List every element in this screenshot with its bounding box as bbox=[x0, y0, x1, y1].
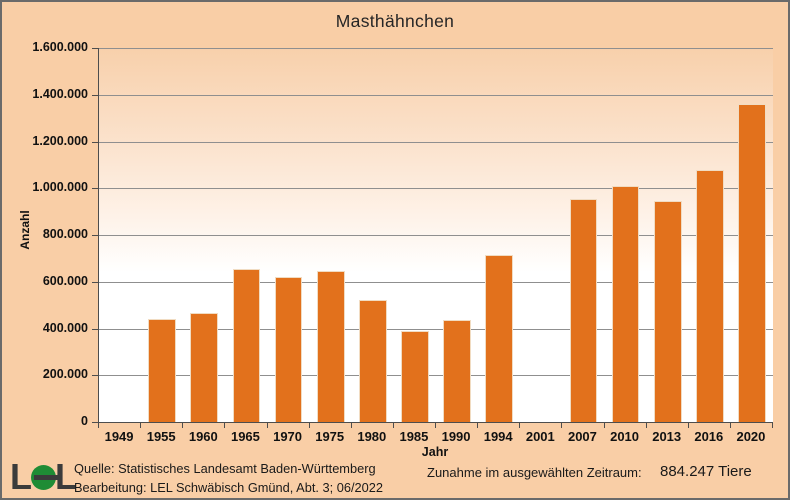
x-tick-mark bbox=[645, 423, 647, 428]
x-tick-label-2016: 2016 bbox=[694, 429, 724, 444]
gridline bbox=[99, 94, 773, 96]
x-tick-label-1980: 1980 bbox=[357, 429, 387, 444]
x-tick-label-1990: 1990 bbox=[441, 429, 471, 444]
source-block: Quelle: Statistisches Landesamt Baden-Wü… bbox=[74, 459, 383, 497]
bar-1960 bbox=[190, 313, 219, 422]
y-tick-mark bbox=[92, 281, 98, 283]
bar-2016 bbox=[695, 169, 724, 422]
x-tick-mark bbox=[266, 423, 268, 428]
x-tick-label-1970: 1970 bbox=[273, 429, 303, 444]
y-tick-mark bbox=[92, 188, 98, 190]
logo-letter-l2: L bbox=[55, 456, 77, 497]
y-tick-mark bbox=[92, 328, 98, 330]
x-tick-mark bbox=[98, 423, 99, 428]
x-tick-mark bbox=[140, 423, 142, 428]
gridline bbox=[99, 281, 773, 283]
x-tick-mark bbox=[687, 423, 689, 428]
plot-area bbox=[98, 48, 773, 423]
x-tick-mark bbox=[224, 423, 226, 428]
x-tick-mark bbox=[182, 423, 184, 428]
x-tick-label-2007: 2007 bbox=[567, 429, 597, 444]
y-tick-label: 200.000 bbox=[42, 367, 88, 382]
logo-green-circle-icon bbox=[31, 464, 59, 490]
chart-title: Masthähnchen bbox=[335, 11, 455, 31]
increase-value: 884.247 Tiere bbox=[660, 463, 752, 480]
bar-1985 bbox=[401, 330, 429, 422]
y-tick-label: 800.000 bbox=[42, 227, 88, 241]
bar-2010 bbox=[611, 185, 640, 422]
x-tick-mark bbox=[519, 423, 521, 428]
editor-line: Bearbeitung: LEL Schwäbisch Gmünd, Abt. … bbox=[74, 480, 383, 495]
x-tick-mark bbox=[603, 423, 605, 428]
gridline bbox=[99, 375, 773, 377]
bar-1980 bbox=[358, 299, 387, 422]
bar-2013 bbox=[653, 201, 682, 422]
bar-1965 bbox=[232, 268, 261, 422]
x-tick-mark bbox=[561, 423, 563, 428]
gridline bbox=[99, 188, 773, 190]
x-tick-mark bbox=[435, 423, 436, 428]
gridline bbox=[99, 235, 773, 236]
lel-logo: L L bbox=[10, 456, 77, 497]
y-tick-mark bbox=[92, 235, 98, 236]
y-tick-label: 0 bbox=[81, 414, 88, 428]
gridline bbox=[99, 141, 773, 143]
x-tick-label-2001: 2001 bbox=[525, 429, 555, 444]
y-tick-label: 1.600.000 bbox=[32, 40, 88, 54]
x-axis-title: Jahr bbox=[421, 445, 449, 459]
y-tick-mark bbox=[92, 48, 98, 49]
x-tick-label-2010: 2010 bbox=[610, 429, 640, 444]
x-tick-label-2020: 2020 bbox=[736, 429, 766, 444]
bar-1970 bbox=[274, 277, 303, 422]
bar-1994 bbox=[485, 255, 514, 422]
bar-2007 bbox=[569, 198, 598, 422]
bar-1975 bbox=[316, 271, 345, 422]
x-tick-label-1960: 1960 bbox=[188, 429, 218, 444]
y-tick-mark bbox=[92, 141, 98, 143]
source-line: Quelle: Statistisches Landesamt Baden-Wü… bbox=[74, 461, 376, 476]
x-tick-label-2013: 2013 bbox=[652, 429, 682, 444]
x-tick-mark bbox=[392, 423, 394, 428]
y-tick-label: 600.000 bbox=[42, 273, 88, 288]
logo-letter-l1: L bbox=[10, 456, 32, 497]
x-tick-mark bbox=[772, 423, 773, 428]
x-tick-label-1975: 1975 bbox=[315, 429, 345, 444]
y-tick-mark bbox=[92, 375, 98, 377]
y-tick-mark bbox=[92, 94, 98, 96]
bar-2020 bbox=[738, 104, 766, 422]
y-tick-label: 1.000.000 bbox=[32, 180, 88, 195]
x-tick-label-1994: 1994 bbox=[483, 429, 513, 444]
y-tick-label: 1.200.000 bbox=[32, 133, 88, 148]
y-tick-label: 1.400.000 bbox=[32, 86, 88, 101]
x-tick-mark bbox=[729, 423, 731, 428]
gridline bbox=[99, 48, 773, 49]
y-tick-mark bbox=[92, 422, 98, 423]
x-tick-label-1949: 1949 bbox=[104, 429, 134, 444]
increase-period-label: Zunahme im ausgewählten Zeitraum: bbox=[427, 465, 642, 480]
gridline bbox=[99, 328, 773, 330]
x-tick-label-1965: 1965 bbox=[230, 429, 260, 444]
x-tick-label-1985: 1985 bbox=[399, 429, 429, 444]
y-tick-label: 400.000 bbox=[42, 320, 88, 335]
x-tick-mark bbox=[350, 423, 352, 428]
x-tick-label-1955: 1955 bbox=[146, 429, 176, 444]
x-tick-mark bbox=[308, 423, 310, 428]
bar-1955 bbox=[148, 318, 177, 422]
bar-1990 bbox=[443, 320, 471, 422]
x-tick-mark bbox=[477, 423, 479, 428]
